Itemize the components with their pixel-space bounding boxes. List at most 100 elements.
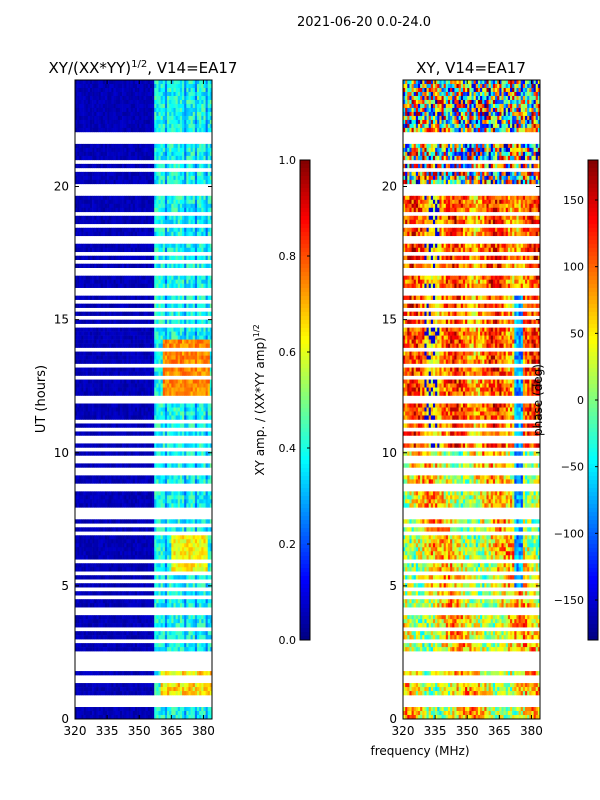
heatmap-cell (171, 163, 174, 169)
heatmap-cell (169, 407, 172, 412)
heatmap-cell (100, 555, 104, 560)
heatmap-cell (197, 519, 200, 524)
heatmap-cell (94, 255, 97, 261)
heatmap-cell (147, 119, 151, 125)
heatmap-cell (158, 451, 161, 456)
heatmap-cell (83, 303, 86, 308)
heatmap-cell (186, 367, 189, 372)
heatmap-cell (132, 479, 136, 484)
heatmap-cell (94, 319, 97, 324)
heatmap-cell (190, 163, 194, 169)
heatmap-cell (96, 83, 99, 89)
heatmap-cell (102, 231, 106, 237)
heatmap-cell (156, 227, 159, 233)
heatmap-cell (139, 175, 142, 181)
heatmap-cell (171, 539, 174, 544)
heatmap-cell (104, 163, 108, 169)
heatmap-cell (128, 403, 131, 408)
heatmap-cell (124, 519, 127, 524)
heatmap-cell (104, 99, 108, 105)
heatmap-cell (201, 147, 204, 153)
heatmap-cell (197, 339, 200, 344)
heatmap-cell (87, 451, 91, 456)
heatmap-cell (94, 463, 97, 468)
heatmap-cell (158, 279, 161, 284)
heatmap-cell (209, 207, 213, 213)
heatmap-cell (137, 83, 140, 89)
heatmap-cell (209, 147, 213, 153)
heatmap-cell (141, 359, 144, 364)
heatmap-cell (152, 335, 155, 340)
heatmap-cell (197, 111, 200, 117)
heatmap-cell (139, 355, 142, 360)
heatmap-cell (194, 563, 198, 568)
heatmap-cell (147, 499, 151, 504)
heatmap-cell (109, 123, 112, 129)
heatmap-cell (134, 107, 138, 113)
heatmap-cell (83, 339, 86, 344)
heatmap-cell (85, 415, 89, 420)
heatmap-cell (81, 563, 84, 568)
heatmap-cell (169, 83, 172, 89)
heatmap-cell (111, 331, 114, 336)
heatmap-cell (147, 303, 151, 308)
heatmap-cell (203, 303, 206, 308)
heatmap-cell (164, 443, 168, 448)
heatmap-cell (160, 387, 164, 392)
heatmap-cell (132, 143, 136, 149)
heatmap-cell (190, 99, 194, 105)
heatmap-cell (186, 491, 189, 496)
heatmap-cell (160, 331, 164, 336)
heatmap-cell (154, 367, 157, 372)
heatmap-cell (199, 243, 202, 249)
heatmap-cell (197, 91, 200, 97)
heatmap-cell (184, 539, 187, 544)
heatmap-cell (171, 331, 174, 336)
heatmap-cell (169, 351, 172, 356)
heatmap-cell (75, 343, 78, 348)
heatmap-cell (207, 415, 211, 420)
heatmap-cell (96, 451, 99, 456)
heatmap-cell (111, 539, 114, 544)
heatmap-cell (111, 107, 114, 113)
heatmap-cell (175, 371, 179, 376)
heatmap-cell (130, 227, 134, 233)
heatmap-cell (117, 295, 121, 300)
heatmap-cell (149, 367, 153, 372)
heatmap-cell (158, 179, 161, 185)
heatmap-cell (92, 415, 95, 420)
heatmap-cell (141, 411, 144, 416)
heatmap-cell (128, 527, 131, 532)
heatmap-cell (209, 551, 213, 556)
heatmap-cell (154, 179, 157, 185)
heatmap-cell (149, 127, 153, 133)
heatmap-cell (190, 123, 194, 129)
heatmap-cell (119, 547, 123, 552)
heatmap-cell (107, 175, 110, 181)
heatmap-cell (156, 539, 159, 544)
heatmap-cell (197, 403, 200, 408)
heatmap-cell (203, 335, 206, 340)
heatmap-cell (158, 247, 161, 253)
heatmap-cell (96, 503, 99, 508)
heatmap-cell (188, 391, 191, 396)
heatmap-cell (137, 431, 140, 436)
heatmap-cell (111, 555, 114, 560)
heatmap-cell (188, 115, 191, 121)
heatmap-cell (192, 231, 196, 237)
heatmap-cell (190, 503, 194, 508)
heatmap-cell (154, 491, 157, 496)
heatmap-cell (169, 295, 172, 300)
heatmap-cell (124, 87, 127, 93)
heatmap-cell (184, 247, 187, 253)
heatmap-cell (203, 199, 206, 205)
heatmap-cell (115, 171, 119, 177)
heatmap-cell (111, 155, 114, 161)
heatmap-cell (109, 359, 112, 364)
heatmap-cell (75, 311, 78, 316)
heatmap-cell (192, 411, 196, 416)
heatmap-cell (192, 431, 196, 436)
heatmap-cell (89, 199, 93, 205)
heatmap-cell (179, 83, 183, 89)
heatmap-cell (143, 543, 146, 548)
